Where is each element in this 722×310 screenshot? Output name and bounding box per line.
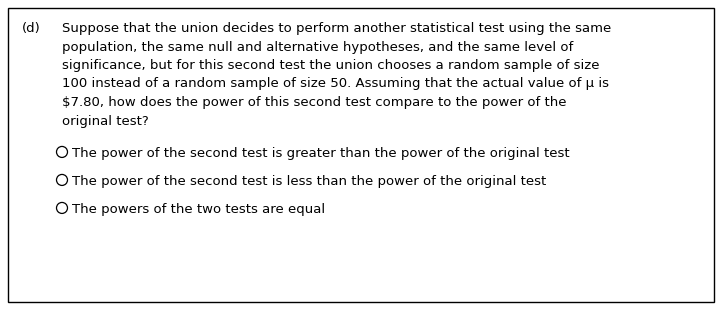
Text: significance, but for this second test the union chooses a random sample of size: significance, but for this second test t… xyxy=(62,59,599,72)
Text: The powers of the two tests are equal: The powers of the two tests are equal xyxy=(71,203,325,216)
Circle shape xyxy=(56,175,67,185)
Text: original test?: original test? xyxy=(62,114,149,127)
Circle shape xyxy=(56,146,67,157)
Text: The power of the second test is less than the power of the original test: The power of the second test is less tha… xyxy=(71,175,546,188)
Text: 100 instead of a random sample of size 50. Assuming that the actual value of μ i: 100 instead of a random sample of size 5… xyxy=(62,78,609,91)
Text: population, the same null and alternative hypotheses, and the same level of: population, the same null and alternativ… xyxy=(62,41,573,54)
Text: (d): (d) xyxy=(22,22,40,35)
Text: Suppose that the union decides to perform another statistical test using the sam: Suppose that the union decides to perfor… xyxy=(62,22,612,35)
Text: $7.80, how does the power of this second test compare to the power of the: $7.80, how does the power of this second… xyxy=(62,96,567,109)
Text: The power of the second test is greater than the power of the original test: The power of the second test is greater … xyxy=(71,147,569,160)
Circle shape xyxy=(56,202,67,214)
